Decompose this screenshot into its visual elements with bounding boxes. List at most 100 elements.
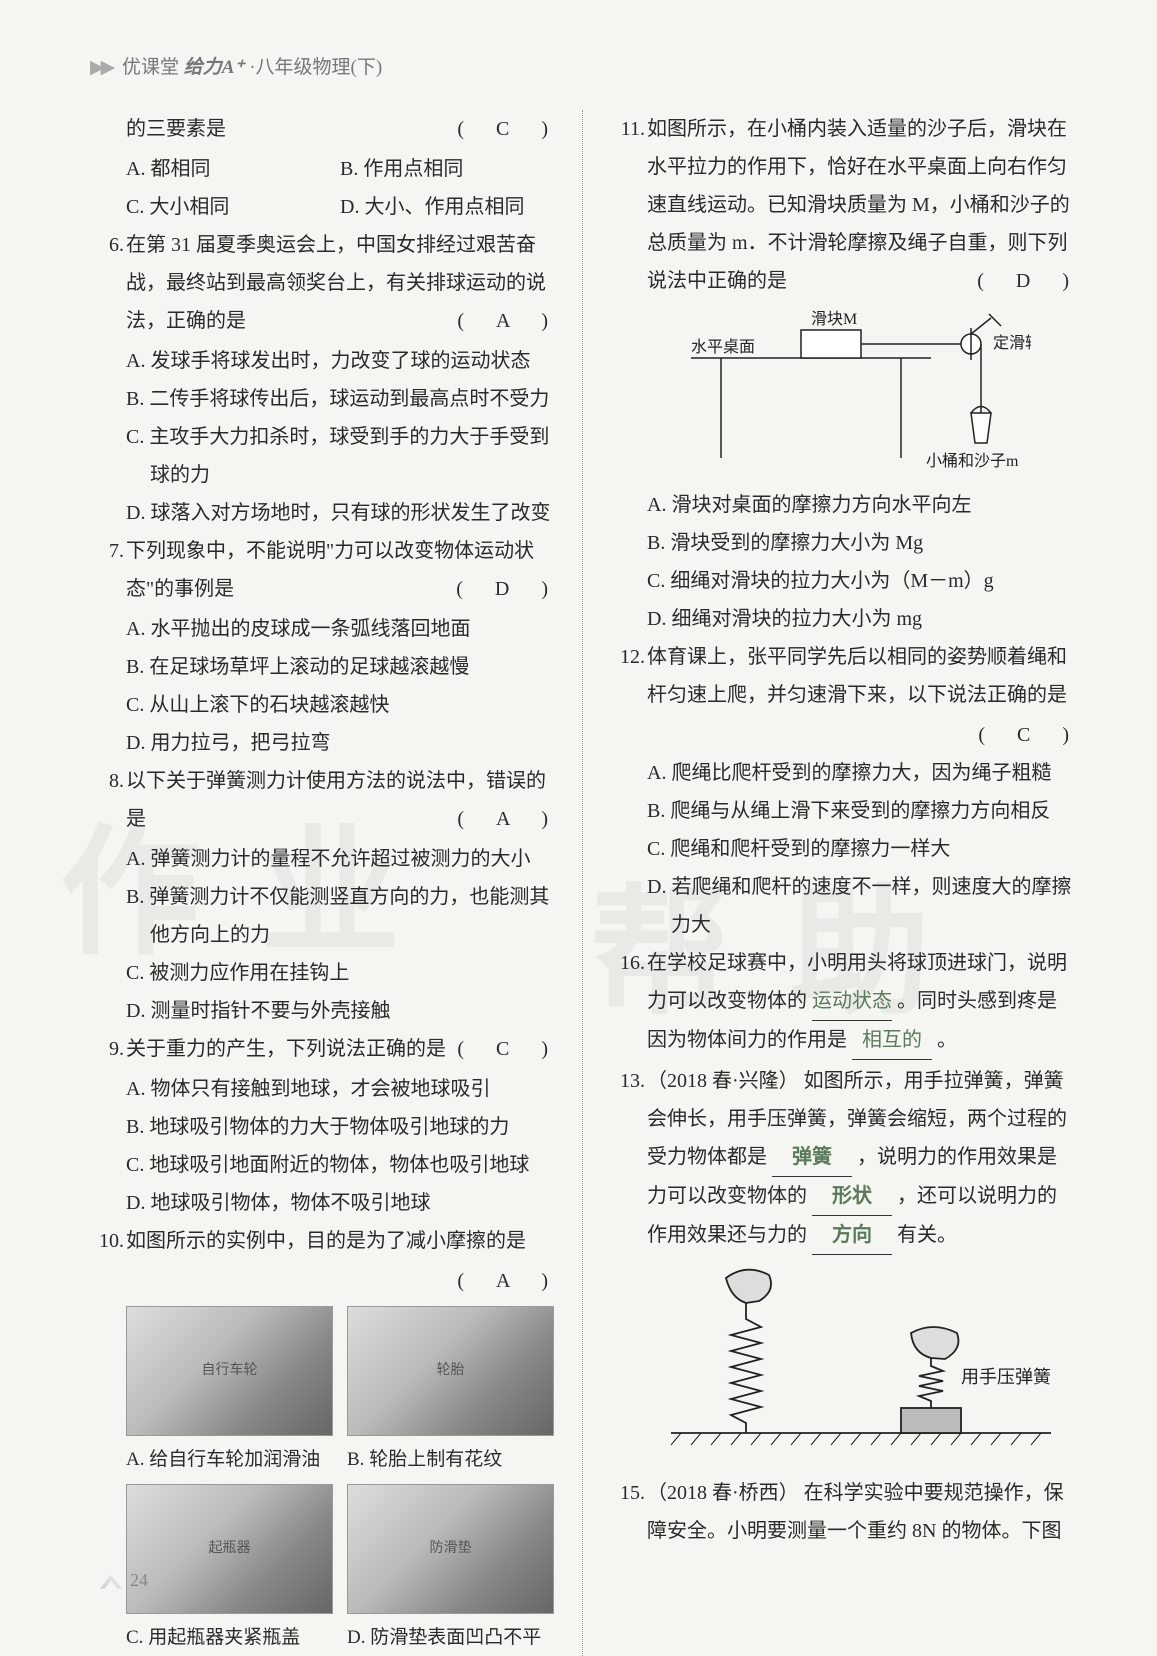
- answer-paren: ( C ): [978, 716, 1075, 754]
- question-5-cont: 的三要素是 ( C ): [90, 110, 554, 148]
- q10-caps-row1: A. 给自行车轮加润滑油 B. 轮胎上制有花纹: [90, 1442, 554, 1478]
- q6-opt-c: C. 主攻手大力扣杀时，球受到手的力大于手受到球的力: [114, 418, 554, 494]
- label-table: 水平桌面: [691, 338, 755, 356]
- q8-opt-a: A. 弹簧测力计的量程不允许超过被测力的大小: [114, 840, 554, 878]
- q13-number: 13.: [611, 1062, 645, 1100]
- q13-blank1[interactable]: 弹簧: [772, 1138, 852, 1177]
- header-grade: ·八年级物理(下): [249, 57, 382, 78]
- q12-number: 12.: [611, 638, 645, 676]
- q9-answer: C: [496, 1038, 515, 1060]
- q13-stem-d: 有关。: [897, 1224, 957, 1246]
- q12-opt-d: D. 若爬绳和爬杆的速度不一样，则速度大的摩擦力大: [635, 868, 1075, 944]
- question-15: 15. （2018 春·桥西） 在科学实验中要规范操作，保障安全。小明要测量一个…: [611, 1474, 1075, 1550]
- q10-caps-row2: C. 用起瓶器夹紧瓶盖 D. 防滑垫表面凹凸不平: [90, 1620, 554, 1656]
- q8-answer: A: [496, 808, 515, 830]
- q6-number: 6.: [90, 226, 124, 264]
- answer-paren: ( C ): [457, 1030, 554, 1068]
- q9-stem: 关于重力的产生，下列说法正确的是: [126, 1038, 446, 1060]
- q12-answer: C: [1017, 724, 1036, 746]
- two-column-layout: 的三要素是 ( C ) A. 都相同 B. 作用点相同 C. 大小相同 D. 大…: [90, 110, 1075, 1656]
- q10-img-d: 防滑垫: [347, 1484, 554, 1614]
- q11-opt-b: B. 滑块受到的摩擦力大小为 Mg: [635, 524, 1075, 562]
- left-column: 的三要素是 ( C ) A. 都相同 B. 作用点相同 C. 大小相同 D. 大…: [90, 110, 554, 1656]
- question-6: 6. 在第 31 届夏季奥运会上，中国女排经过艰苦奋战，最终站到最高领奖台上，有…: [90, 226, 554, 340]
- q9-opt-d: D. 地球吸引物体，物体不吸引地球: [114, 1184, 554, 1222]
- q12-opt-b: B. 爬绳与从绳上滑下来受到的摩擦力方向相反: [635, 792, 1075, 830]
- answer-paren: ( A ): [457, 800, 554, 838]
- q16-blank2[interactable]: 相互的: [852, 1021, 932, 1060]
- q10-cap-a: A. 给自行车轮加润滑油: [126, 1442, 333, 1478]
- q7-opt-a: A. 水平抛出的皮球成一条弧线落回地面: [114, 610, 554, 648]
- q12-stem: 体育课上，张平同学先后以相同的姿势顺着绳和杆匀速上爬，并匀速滑下来，以下说法正确…: [647, 646, 1067, 706]
- question-16: 16. 在学校足球赛中，小明用头将球顶进球门，说明力可以改变物体的 运动状态 。…: [611, 944, 1075, 1060]
- label-pulley: 定滑轮: [993, 334, 1031, 352]
- q13-blank2[interactable]: 形状: [812, 1177, 892, 1216]
- answer-paren: ( D ): [456, 570, 554, 608]
- page-content: ▶▶ 优课堂 给力A⁺ ·八年级物理(下) 的三要素是 ( C ) A. 都相同…: [90, 50, 1075, 1656]
- q8-number: 8.: [90, 762, 124, 800]
- q7-answer: D: [495, 578, 515, 600]
- q7-opt-b: B. 在足球场草坪上滚动的足球越滚越慢: [114, 648, 554, 686]
- q7-number: 7.: [90, 532, 124, 570]
- q12-opt-c: C. 爬绳和爬杆受到的摩擦力一样大: [635, 830, 1075, 868]
- header-series: 优课堂: [122, 57, 179, 78]
- q12-opt-a: A. 爬绳比爬杆受到的摩擦力大，因为绳子粗糙: [635, 754, 1075, 792]
- q7-opt-d: D. 用力拉弓，把弓拉弯: [114, 724, 554, 762]
- q10-cap-b: B. 轮胎上制有花纹: [347, 1442, 554, 1478]
- q5-opt-a: A. 都相同: [126, 150, 340, 188]
- question-10: 10. 如图所示的实例中，目的是为了减小摩擦的是: [90, 1222, 554, 1260]
- q16-blank1[interactable]: 运动状态: [812, 982, 892, 1021]
- question-13: 13. （2018 春·兴隆） 如图所示，用手拉弹簧，弹簧会伸长，用手压弹簧，弹…: [611, 1062, 1075, 1255]
- answer-paren: ( C ): [457, 110, 554, 148]
- header-marker: ▶▶: [90, 57, 111, 78]
- q7-opt-c: C. 从山上滚下的石块越滚越快: [114, 686, 554, 724]
- q10-answer: A: [496, 1270, 515, 1292]
- question-9: 9. 关于重力的产生，下列说法正确的是 ( C ): [90, 1030, 554, 1068]
- answer-paren: ( D ): [977, 262, 1075, 300]
- q10-cap-c: C. 用起瓶器夹紧瓶盖: [126, 1620, 333, 1656]
- q11-diagram: 滑块M 水平桌面 定滑轮 小桶和沙子m: [671, 308, 1031, 478]
- q10-number: 10.: [90, 1222, 124, 1260]
- q11-answer: D: [1016, 270, 1036, 292]
- answer-paren: ( A ): [457, 1262, 554, 1300]
- question-8: 8. 以下关于弹簧测力计使用方法的说法中，错误的是 ( A ): [90, 762, 554, 838]
- question-12: 12. 体育课上，张平同学先后以相同的姿势顺着绳和杆匀速上爬，并匀速滑下来，以下…: [611, 638, 1075, 714]
- q5-opt-d: D. 大小、作用点相同: [340, 188, 554, 226]
- q6-answer: A: [496, 310, 515, 332]
- q9-opt-b: B. 地球吸引物体的力大于物体吸引地球的力: [114, 1108, 554, 1146]
- header-brand: 给力A⁺: [184, 57, 245, 78]
- right-column: 11. 如图所示，在小桶内装入适量的沙子后，滑块在水平拉力的作用下，恰好在水平桌…: [611, 110, 1075, 1656]
- q10-images-row2: 起瓶器 防滑垫: [90, 1484, 554, 1614]
- q15-prefix: （2018 春·桥西）: [647, 1482, 799, 1504]
- q11-opt-d: D. 细绳对滑块的拉力大小为 mg: [635, 600, 1075, 638]
- q8-opt-c: C. 被测力应作用在挂钩上: [114, 954, 554, 992]
- q11-opt-c: C. 细绳对滑块的拉力大小为（M－m）g: [635, 562, 1075, 600]
- page-number: 24: [100, 1563, 148, 1597]
- q5-options: A. 都相同 B. 作用点相同 C. 大小相同 D. 大小、作用点相同: [90, 150, 554, 226]
- q11-opt-a: A. 滑块对桌面的摩擦力方向水平向左: [635, 486, 1075, 524]
- label-press-spring: 用手压弹簧: [961, 1367, 1051, 1387]
- q8-opt-b: B. 弹簧测力计不仅能测竖直方向的力，也能测其他方向上的力: [114, 878, 554, 954]
- q9-number: 9.: [90, 1030, 124, 1068]
- q5-stem-cont: 的三要素是: [126, 118, 226, 140]
- label-bucket: 小桶和沙子m: [926, 452, 1019, 470]
- q10-cap-d: D. 防滑垫表面凹凸不平: [347, 1620, 554, 1656]
- q16-number: 16.: [611, 944, 645, 982]
- q9-opt-c: C. 地球吸引地面附近的物体，物体也吸引地球: [114, 1146, 554, 1184]
- q13-blank3[interactable]: 方向: [812, 1216, 892, 1255]
- q10-img-b: 轮胎: [347, 1306, 554, 1436]
- q16-stem-c: 。: [937, 1029, 957, 1051]
- q10-images-row1: 自行车轮 轮胎: [90, 1306, 554, 1436]
- q6-opt-a: A. 发球手将球发出时，力改变了球的运动状态: [114, 342, 554, 380]
- q10-img-a: 自行车轮: [126, 1306, 333, 1436]
- q6-opt-b: B. 二传手将球传出后，球运动到最高点时不受力: [114, 380, 554, 418]
- q11-number: 11.: [611, 110, 645, 148]
- q5-opt-c: C. 大小相同: [126, 188, 340, 226]
- q13-prefix: （2018 春·兴隆）: [647, 1070, 799, 1092]
- q10-img-c: 起瓶器: [126, 1484, 333, 1614]
- question-7: 7. 下列现象中，不能说明"力可以改变物体运动状态"的事例是 ( D ): [90, 532, 554, 608]
- q10-stem: 如图所示的实例中，目的是为了减小摩擦的是: [126, 1230, 526, 1252]
- q8-opt-d: D. 测量时指针不要与外壳接触: [114, 992, 554, 1030]
- page-header: ▶▶ 优课堂 给力A⁺ ·八年级物理(下): [90, 50, 1075, 92]
- answer-paren: ( A ): [457, 302, 554, 340]
